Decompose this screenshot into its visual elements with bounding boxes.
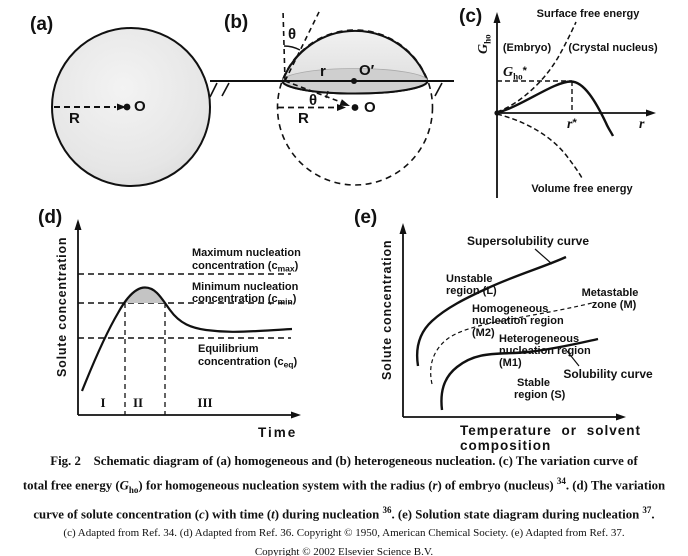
x-axis-label-line1: Temperature or solvent — [460, 423, 641, 438]
caption-line-3: curve of solute concentration (c) with t… — [33, 504, 655, 522]
sphere-radius-label: R — [298, 110, 309, 127]
stage-1-label: I — [100, 395, 105, 410]
solute-concentration-curve — [80, 286, 293, 392]
unstable-region-label-line2: region (L) — [446, 285, 497, 297]
gstar-label: Gho* — [503, 65, 528, 82]
rstar-label: r* — [567, 117, 577, 132]
cap-center-point — [351, 78, 357, 84]
total-free-energy-curve — [496, 80, 615, 137]
origin-point — [494, 110, 500, 116]
stage-3-label: III — [197, 395, 212, 410]
caption-credit-line: (c) Adapted from Ref. 34. (d) Adapted fr… — [63, 527, 625, 540]
volume-free-energy-label: Volume free energy — [531, 183, 633, 195]
stable-region-label-line1: Stable — [517, 377, 550, 389]
caption-line-2: total free energy (Gho) for homogeneous … — [22, 476, 666, 495]
caption-line-1: Fig. 2 Schematic diagram of (a) homogene… — [50, 454, 638, 468]
panel-c-free-energy-plot: (c) Gho r Surface free energy Volume fre… — [459, 6, 658, 198]
supersolubility-label: Supersolubility curve — [467, 234, 589, 248]
supersolubility-curve — [416, 255, 567, 367]
supersolubility-pointer-line — [534, 248, 553, 265]
cmin-label-line2: concentration (cmin) — [192, 293, 297, 307]
y-axis-label: Solute concentration — [55, 237, 69, 377]
panel-a-tag: (a) — [30, 14, 53, 35]
heterogeneous-region-label-line3: (M1) — [499, 357, 522, 369]
cmax-label-line2: concentration (cmax) — [192, 260, 299, 274]
stable-region-label-line2: region (S) — [514, 389, 566, 401]
center-label: O — [134, 98, 146, 115]
y-axis-arrow — [493, 12, 501, 23]
panel-c-tag: (c) — [459, 6, 482, 27]
solubility-pointer-line — [566, 350, 580, 367]
hatch-mark — [221, 82, 230, 97]
x-axis-arrow — [616, 413, 626, 421]
stage-2-label: II — [133, 395, 143, 410]
surface-free-energy-label: Surface free energy — [537, 8, 641, 20]
volume-free-energy-curve — [496, 113, 583, 179]
panel-b-heterogeneous-nucleation: (b) θ θ R O r O′ — [209, 9, 454, 186]
panel-e-solution-state-diagram: (e) Solute concentration Temperature or … — [354, 207, 653, 453]
y-axis-label: Solute concentration — [380, 240, 394, 380]
panel-d-concentration-time-plot: (d) Solute concentration Time Maximum nu… — [38, 207, 301, 440]
theta-top-label: θ — [288, 26, 296, 43]
vertical-reference-dashed-line — [282, 9, 286, 82]
x-axis-label: Time — [258, 425, 297, 440]
heterogeneous-region-label-line1: Heterogeneous — [499, 333, 579, 345]
dashed-sphere-circle — [276, 29, 434, 186]
theta-top-arc — [283, 45, 301, 51]
sphere-center-point — [351, 104, 359, 111]
radius-arrowhead — [117, 103, 126, 111]
cap-center-label: O′ — [359, 62, 375, 79]
center-point-o — [123, 103, 131, 111]
y-axis-arrow — [74, 219, 82, 230]
heterogeneous-region-label-line2: nucleation region — [499, 345, 591, 357]
x-axis-label-line2: composition — [460, 438, 551, 453]
embryo-label: (Embryo) — [503, 42, 552, 54]
homogeneous-region-label-line1: Homogeneous — [472, 303, 548, 315]
solubility-curve — [440, 337, 599, 411]
ceq-label-line2: concentration (ceq) — [198, 356, 298, 370]
crystal-nucleus-label: (Crystal nucleus) — [568, 42, 658, 54]
metastable-label-line1: Metastable — [582, 287, 639, 299]
ceq-label-line1: Equilibrium — [198, 343, 259, 355]
sphere-center-label: O — [364, 99, 376, 116]
hatch-mark — [209, 82, 218, 98]
hatch-mark — [434, 82, 443, 97]
panel-b-tag: (b) — [224, 12, 248, 33]
tangent-dashed-line — [284, 9, 321, 82]
panel-e-tag: (e) — [354, 207, 377, 228]
panel-d-tag: (d) — [38, 207, 62, 228]
panel-a-homogeneous-nucleation: (a) R O — [30, 14, 211, 187]
sphere-radius-arrowhead — [337, 104, 346, 111]
contact-to-center-dashed-line — [284, 80, 343, 104]
cmax-label-line1: Maximum nucleation — [192, 247, 301, 259]
caption-copyright-line: Copyright © 2002 Elsevier Science B.V. — [254, 546, 434, 556]
metastable-dashed-curve — [430, 302, 593, 385]
metastable-label-line2: zone (M) — [592, 299, 637, 311]
y-axis-label: Gho — [476, 34, 493, 54]
figure-caption: Fig. 2 Schematic diagram of (a) homogene… — [0, 451, 688, 556]
solubility-label: Solubility curve — [563, 367, 653, 381]
x-axis-label: r — [639, 117, 645, 132]
x-axis-arrow — [291, 411, 301, 419]
sphere-outline — [51, 27, 211, 187]
cap-radius-label: r — [320, 63, 326, 80]
y-axis-arrow — [399, 223, 407, 234]
radius-label: R — [69, 110, 80, 127]
unstable-region-label-line1: Unstable — [446, 273, 492, 285]
x-axis-arrow — [646, 109, 656, 117]
contact-to-center-arrowhead — [339, 99, 350, 106]
homogeneous-region-label-line2: nucleation region — [472, 315, 564, 327]
cap-base-front-edge — [281, 80, 429, 95]
theta-bottom-arc — [325, 90, 329, 99]
homogeneous-region-label-line3: (M2) — [472, 327, 495, 339]
theta-bottom-label: θ — [309, 92, 317, 109]
cmin-label-line1: Minimum nucleation — [192, 281, 299, 293]
